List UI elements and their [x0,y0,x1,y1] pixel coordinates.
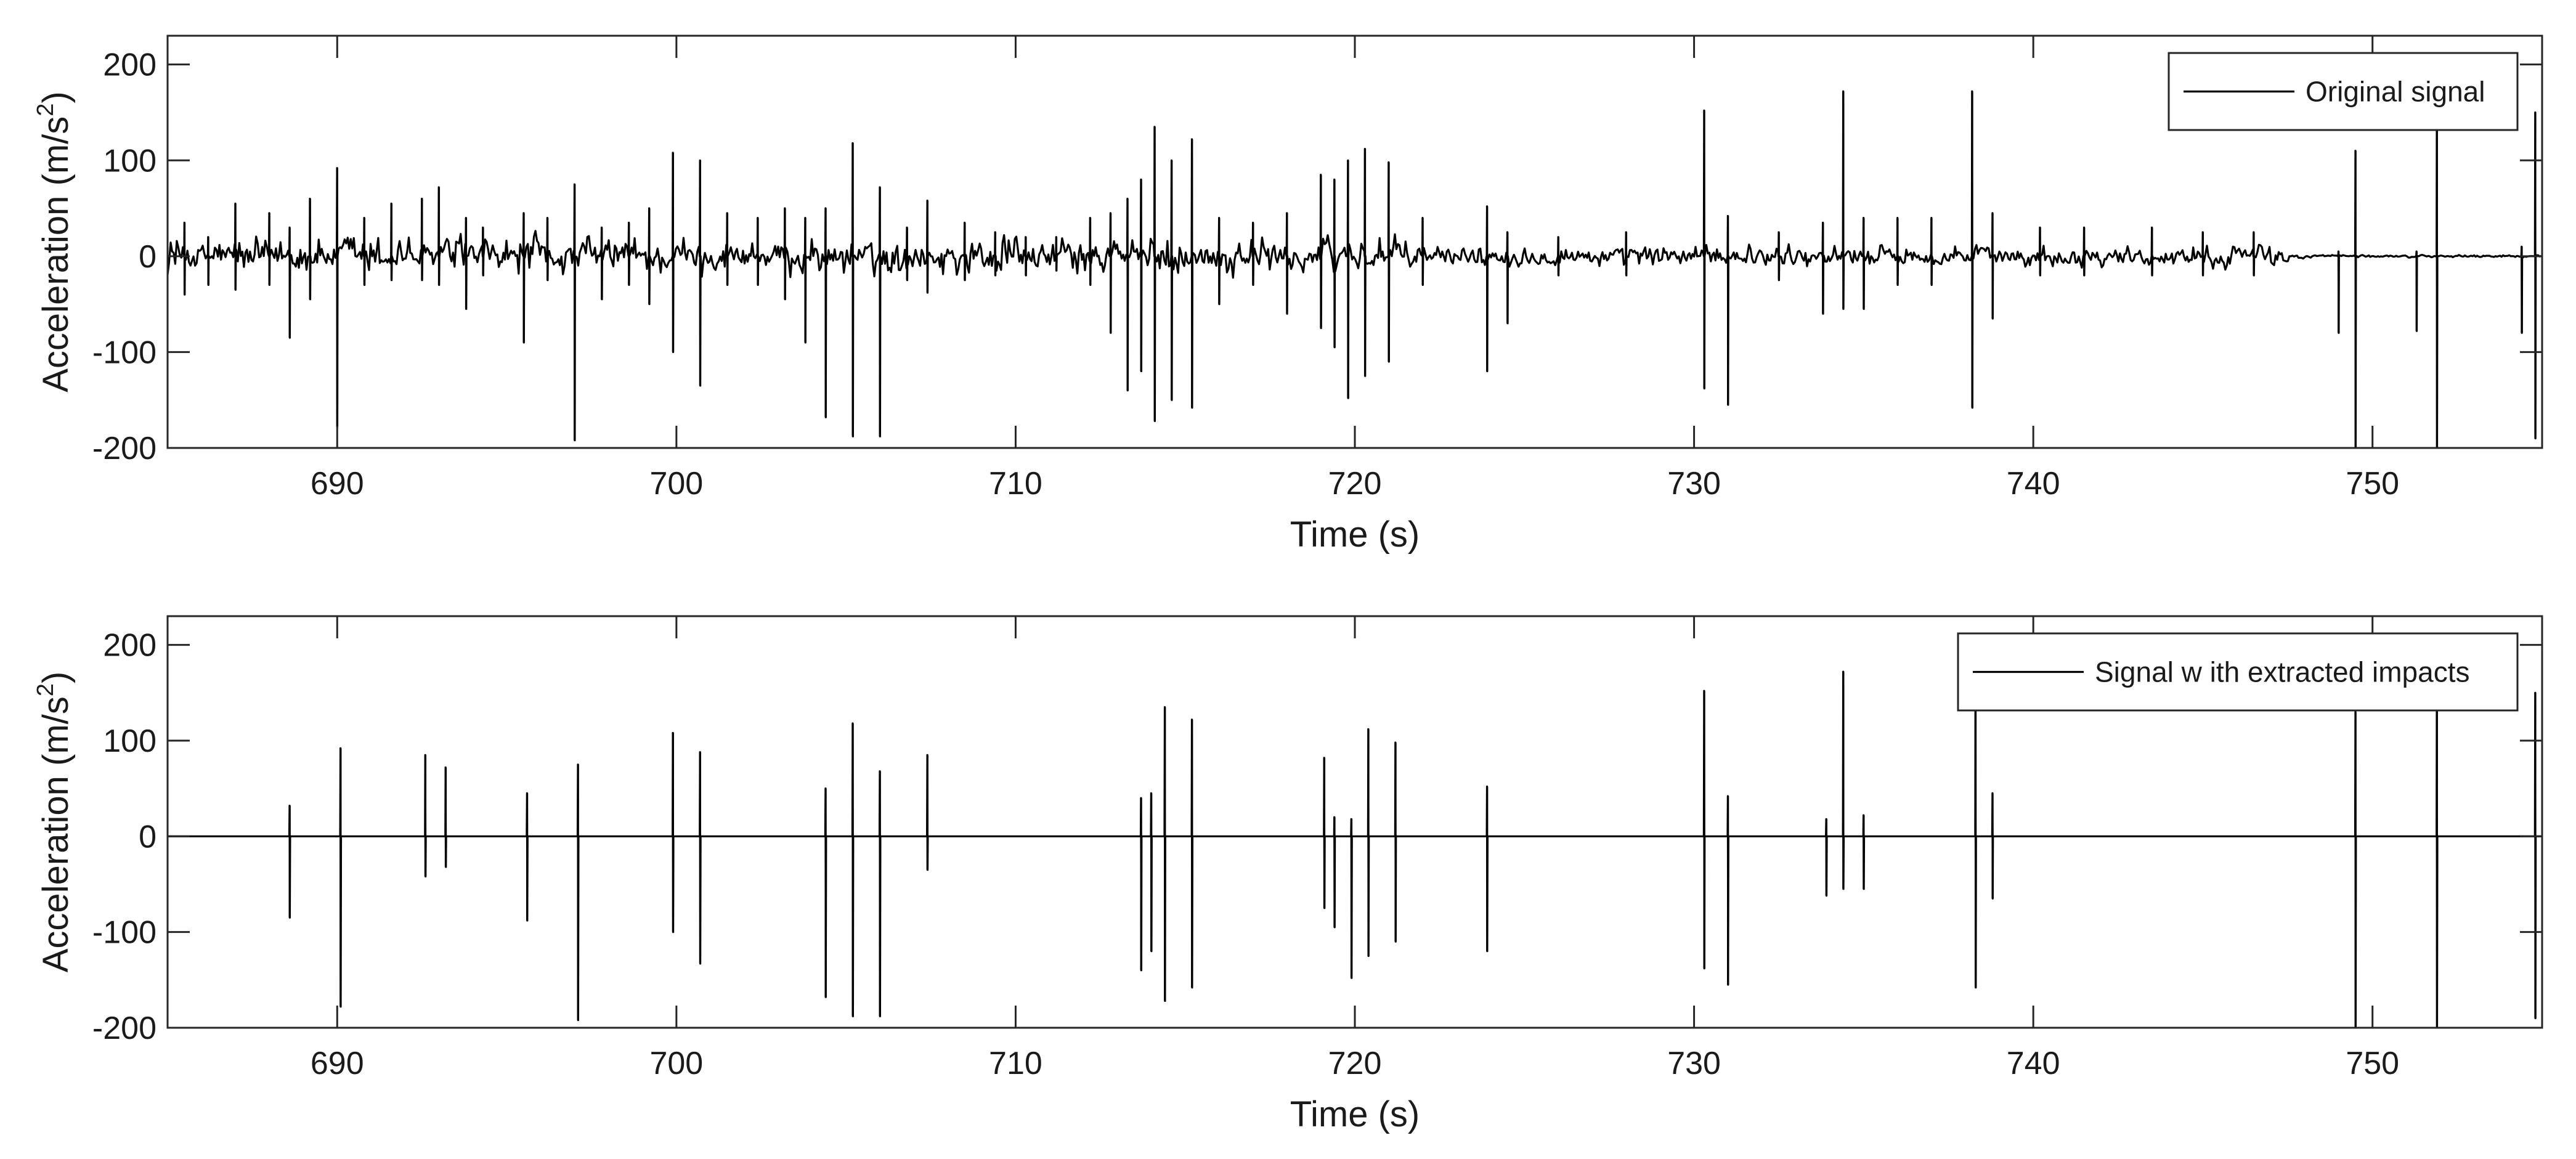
legend-entry: Signal w ith extracted impacts [2095,656,2470,688]
x-tick-label: 750 [2346,466,2399,502]
x-tick-label: 750 [2346,1046,2399,1081]
x-tick-label: 740 [2007,1046,2060,1081]
y-tick-label: -200 [92,431,156,466]
x-tick-label: 710 [989,1046,1042,1081]
y-axis-label-main: Acceleration (m/s [36,116,76,392]
y-axis-label: Acceleration (m/s2) [33,672,76,973]
y-tick-label: 0 [139,819,156,855]
y-axis-label-tail: ) [36,91,76,103]
x-axis-label: Time (s) [1290,514,1420,555]
y-tick-label: 100 [103,143,156,179]
x-tick-label: 720 [1328,1046,1382,1081]
x-tick-label: 730 [1667,466,1721,502]
x-tick-label: 690 [311,1046,364,1081]
chart-panel-original: 690 700 710 720 730 740 750 -200 -100 0 100 200 Time… [33,35,2543,555]
x-tick-label: 710 [989,466,1042,502]
x-tick-label: 730 [1667,1046,1721,1081]
y-tick-label: -200 [92,1011,156,1046]
x-tick-label: 740 [2007,466,2060,502]
y-tick-label: -100 [92,915,156,951]
y-axis-label-superscript: 2 [33,104,59,116]
y-tick-label: 100 [103,723,156,759]
legend-entry: Original signal [2306,76,2485,108]
x-tick-label: 690 [311,466,364,502]
y-tick-label: 0 [139,239,156,275]
x-tick-label: 700 [649,1046,703,1081]
chart-panel-extracted: 690 700 710 720 730 740 750 -200 -100 0 100 200 Time… [33,615,2543,1134]
y-axis-label-tail: ) [36,672,76,683]
x-axis-label: Time (s) [1290,1094,1420,1134]
y-axis-label-superscript: 2 [33,683,59,696]
x-tick-label: 700 [649,466,703,502]
y-axis-label: Acceleration (m/s2) [33,91,76,392]
y-tick-label: 200 [103,628,156,664]
x-tick-label: 720 [1328,466,1382,502]
y-tick-label: -100 [92,335,156,370]
y-tick-label: 200 [103,47,156,83]
y-axis-label-main: Acceleration (m/s [36,696,76,972]
